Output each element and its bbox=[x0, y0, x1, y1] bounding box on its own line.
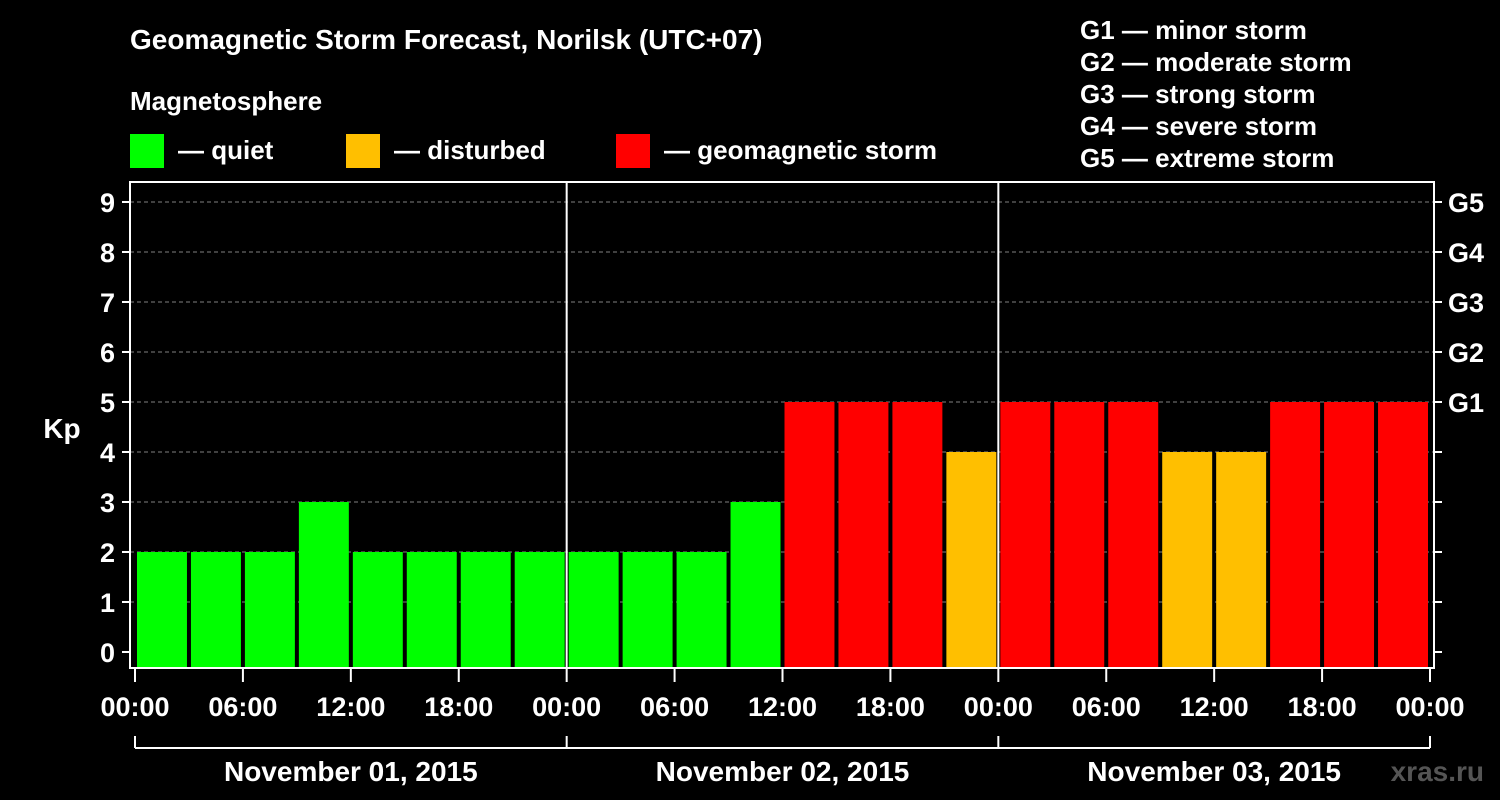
y-tick-label: 5 bbox=[100, 388, 115, 418]
kp-bar bbox=[190, 552, 241, 668]
watermark: xras.ru bbox=[1391, 756, 1484, 787]
axes bbox=[122, 181, 1442, 749]
x-tick-label: 06:00 bbox=[640, 692, 709, 722]
kp-bar bbox=[298, 502, 349, 668]
x-tick-label: 12:00 bbox=[1180, 692, 1249, 722]
axis-labels: 0 1 2 3 4 5 6 7 8 9 G1 G2 G3 G4 G5 00:00 06:00 12:00 18:00… bbox=[100, 188, 1484, 787]
y-axis-label: Kp bbox=[43, 413, 80, 444]
y-tick-label: 1 bbox=[100, 588, 115, 618]
legend-label-disturbed: — disturbed bbox=[394, 135, 546, 165]
chart-subtitle: Magnetosphere bbox=[130, 86, 323, 116]
kp-bar bbox=[352, 552, 403, 668]
kp-bar bbox=[244, 552, 295, 668]
kp-bar bbox=[730, 502, 781, 668]
x-tick-label: 00:00 bbox=[100, 692, 169, 722]
kp-bar bbox=[892, 402, 943, 668]
legend-swatch-disturbed bbox=[346, 134, 380, 168]
kp-bar bbox=[1054, 402, 1105, 668]
chart-title: Geomagnetic Storm Forecast, Norilsk (UTC… bbox=[130, 24, 763, 55]
kp-bar bbox=[946, 452, 997, 668]
g-scale-label: G4 bbox=[1448, 238, 1484, 268]
legend-swatch-quiet bbox=[130, 134, 164, 168]
x-tick-label: 00:00 bbox=[532, 692, 601, 722]
x-tick-label: 12:00 bbox=[748, 692, 817, 722]
x-tick-label: 18:00 bbox=[424, 692, 493, 722]
x-tick-label: 06:00 bbox=[208, 692, 277, 722]
x-tick-label: 18:00 bbox=[1288, 692, 1357, 722]
kp-bar bbox=[838, 402, 889, 668]
kp-bar bbox=[1000, 402, 1051, 668]
x-tick-label: 00:00 bbox=[964, 692, 1033, 722]
kp-bar bbox=[406, 552, 457, 668]
y-tick-label: 8 bbox=[100, 238, 115, 268]
g5-description: G5 — extreme storm bbox=[1080, 143, 1335, 173]
kp-bar bbox=[1324, 402, 1375, 668]
kp-bar bbox=[784, 402, 835, 668]
kp-bar bbox=[1270, 402, 1321, 668]
day-label: November 03, 2015 bbox=[1087, 756, 1341, 787]
x-tick-label: 18:00 bbox=[856, 692, 925, 722]
kp-bar bbox=[514, 552, 565, 668]
kp-bar bbox=[1162, 452, 1213, 668]
kp-bar bbox=[676, 552, 727, 668]
g-scale-label: G2 bbox=[1448, 338, 1484, 368]
kp-bar bbox=[622, 552, 673, 668]
y-tick-label: 6 bbox=[100, 338, 115, 368]
kp-bar bbox=[1378, 402, 1428, 668]
kp-bar bbox=[1108, 402, 1159, 668]
y-tick-label: 3 bbox=[100, 488, 115, 518]
legend-label-quiet: — quiet bbox=[178, 135, 274, 165]
x-tick-label: 00:00 bbox=[1395, 692, 1464, 722]
g-scale-label: G1 bbox=[1448, 388, 1484, 418]
x-tick-label: 06:00 bbox=[1072, 692, 1141, 722]
y-tick-label: 2 bbox=[100, 538, 115, 568]
legend-label-storm: — geomagnetic storm bbox=[664, 135, 938, 165]
g-scale-label: G3 bbox=[1448, 288, 1484, 318]
g1-description: G1 — minor storm bbox=[1080, 15, 1307, 45]
kp-bar bbox=[1216, 452, 1267, 668]
g4-description: G4 — severe storm bbox=[1080, 111, 1318, 141]
kp-bar bbox=[137, 552, 187, 668]
g3-description: G3 — strong storm bbox=[1080, 79, 1316, 109]
g-scale-label: G5 bbox=[1448, 188, 1484, 218]
y-tick-label: 4 bbox=[100, 438, 115, 468]
x-tick-label: 12:00 bbox=[316, 692, 385, 722]
kp-bar bbox=[568, 552, 619, 668]
y-tick-label: 0 bbox=[100, 638, 115, 668]
y-tick-label: 7 bbox=[100, 288, 115, 318]
kp-bar bbox=[460, 552, 511, 668]
day-label: November 02, 2015 bbox=[656, 756, 910, 787]
g2-description: G2 — moderate storm bbox=[1080, 47, 1352, 77]
y-tick-label: 9 bbox=[100, 188, 115, 218]
legend-swatch-storm bbox=[616, 134, 650, 168]
kp-bars bbox=[137, 402, 1428, 668]
day-label: November 01, 2015 bbox=[224, 756, 478, 787]
